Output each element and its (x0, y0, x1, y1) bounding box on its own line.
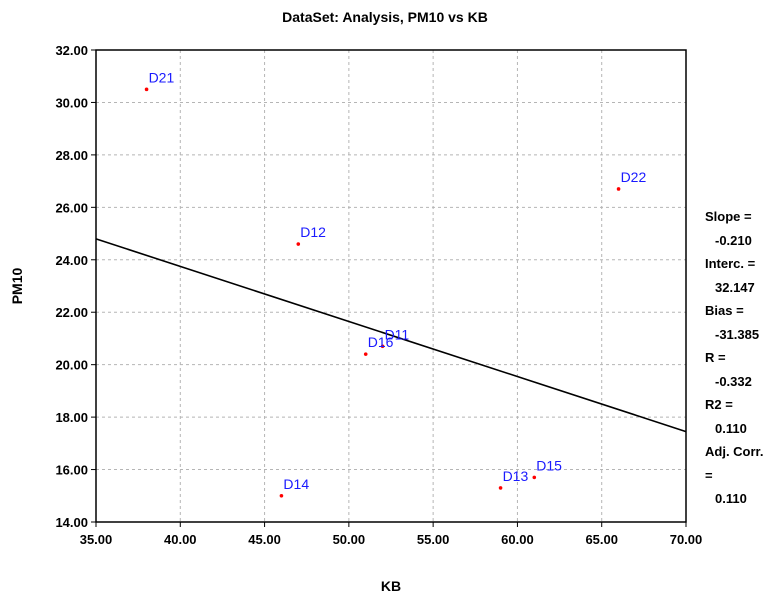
y-tick-label: 20.00 (55, 358, 88, 373)
y-tick-label: 28.00 (55, 148, 88, 163)
axis-ticks: 35.00 40.00 45.00 50.00 55.00 60.00 65.00 70.00… (55, 43, 702, 547)
x-tick-label: 50.00 (333, 532, 366, 547)
data-point-label: D16 (368, 334, 394, 350)
adj-corr-label: Adj. Corr. = (705, 444, 764, 483)
x-tick-label: 60.00 (501, 532, 534, 547)
regression-line (95, 238, 687, 433)
r2-label: R2 = (705, 397, 733, 412)
data-point (498, 486, 503, 490)
y-tick-label: 30.00 (55, 95, 88, 110)
grid (96, 50, 686, 522)
x-tick-label: 40.00 (164, 532, 197, 547)
data-point-label: D21 (149, 69, 175, 85)
y-tick-label: 14.00 (55, 515, 88, 530)
data-point (296, 242, 301, 246)
data-point (363, 352, 368, 356)
chart-title: DataSet: Analysis, PM10 vs KB (282, 9, 488, 25)
data-point (532, 475, 537, 480)
data-point-label: D12 (300, 224, 326, 240)
regression-stats: Slope = -0.210 Interc. = 32.147 Bias = -… (705, 205, 769, 511)
adj-corr-value: 0.110 (715, 491, 747, 506)
y-axis-title: PM10 (9, 268, 25, 305)
data-point (380, 344, 385, 349)
intercept-value: 32.147 (715, 279, 755, 295)
r-value: -0.332 (715, 373, 752, 389)
y-tick-label: 24.00 (55, 253, 88, 268)
x-tick-label: 55.00 (417, 532, 450, 547)
data-point (616, 187, 621, 191)
x-tick-label: 45.00 (248, 532, 281, 547)
plot-frame (95, 49, 687, 523)
r-label: R = (705, 350, 726, 365)
data-point-label: D11 (385, 326, 410, 342)
data-point (279, 493, 284, 498)
y-tick-label: 18.00 (55, 410, 88, 425)
data-point-label: D14 (283, 476, 309, 492)
r2-value: 0.110 (715, 420, 747, 436)
data-point-label: D22 (621, 169, 647, 185)
x-tick-label: 70.00 (670, 532, 703, 547)
x-axis-title: KB (381, 578, 401, 594)
slope-value: -0.210 (715, 232, 752, 248)
y-tick-label: 32.00 (55, 43, 88, 58)
y-tick-label: 22.00 (55, 305, 88, 320)
bias-value: -31.385 (715, 326, 760, 342)
y-tick-label: 26.00 (55, 200, 88, 215)
bias-label: Bias = (705, 303, 744, 318)
y-tick-label: 16.00 (55, 463, 88, 478)
x-tick-label: 65.00 (585, 532, 618, 547)
slope-label: Slope = (705, 209, 752, 224)
data-point-label: D13 (503, 468, 529, 484)
data-point (144, 87, 149, 92)
x-tick-label: 35.00 (80, 532, 113, 547)
data-point-label: D15 (536, 457, 562, 473)
intercept-label: Interc. = (705, 256, 756, 271)
